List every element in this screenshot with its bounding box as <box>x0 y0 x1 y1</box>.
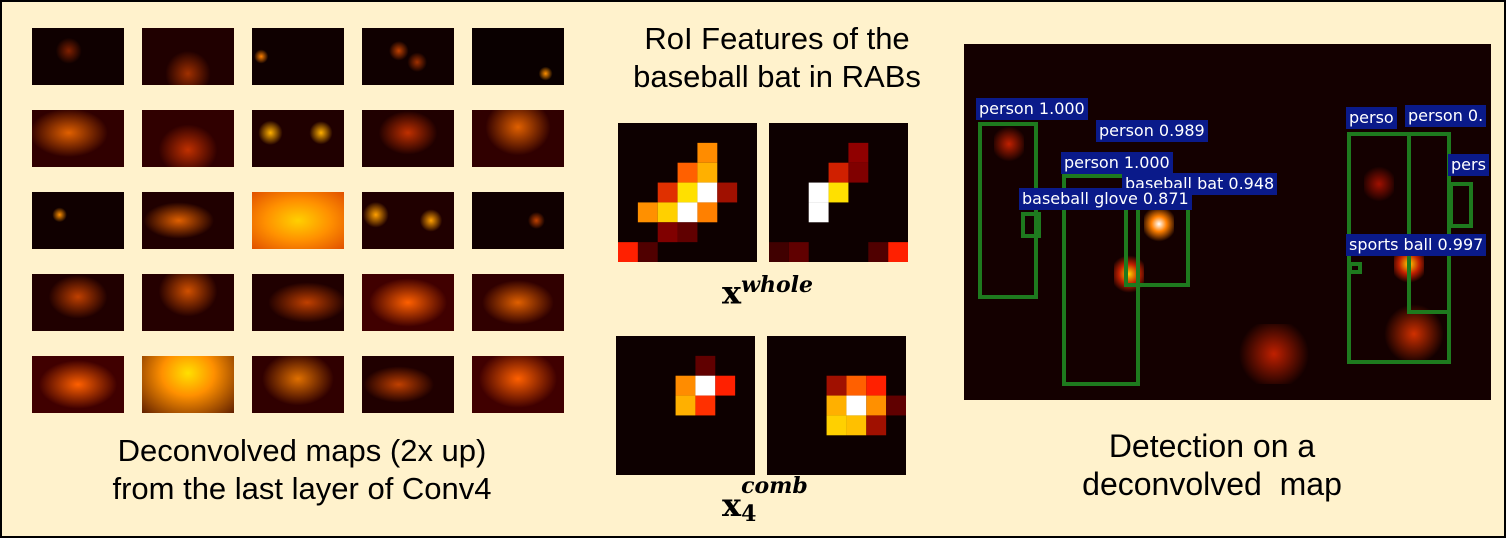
detection-box <box>1348 262 1362 274</box>
deconv-map <box>32 28 124 85</box>
detection-label: person 1.000 <box>1061 152 1173 174</box>
detection-label: baseball glove 0.871 <box>1019 188 1192 210</box>
deconv-map <box>252 110 344 167</box>
deconv-map <box>142 356 234 413</box>
roi-feature-whole-1 <box>618 123 757 262</box>
right-caption: Detection on a deconvolved map <box>992 427 1432 503</box>
detection-map: person 1.000 person 0.989 person 1.000 b… <box>964 44 1491 400</box>
deconv-map <box>362 274 454 331</box>
label-x-whole-base: x <box>722 273 742 312</box>
deconv-map <box>252 356 344 413</box>
deconv-map <box>252 192 344 249</box>
label-x4-comb: x comb 4 <box>722 473 808 527</box>
deconv-map <box>362 110 454 167</box>
middle-title: RoI Features of the baseball bat in RABs <box>592 20 962 96</box>
deconv-map <box>362 356 454 413</box>
deconv-map <box>472 274 564 331</box>
detection-label: perso <box>1346 107 1397 129</box>
deconv-map <box>142 274 234 331</box>
detection-box <box>978 122 1038 299</box>
detection-box <box>1407 132 1451 314</box>
deconv-map <box>362 192 454 249</box>
deconv-map <box>142 28 234 85</box>
deconv-map <box>472 28 564 85</box>
right-caption-line1: Detection on a <box>1108 428 1316 464</box>
deconv-map <box>32 192 124 249</box>
left-caption-line2: from the last layer of Conv4 <box>112 471 492 506</box>
deconv-map <box>142 110 234 167</box>
roi-feature-comb-1 <box>616 336 755 475</box>
deconv-map <box>472 192 564 249</box>
label-x-whole: xwhole <box>722 272 813 312</box>
middle-title-line2: baseball bat in RABs <box>633 59 921 94</box>
detection-label: person 0. <box>1405 105 1487 127</box>
detection-box <box>1062 174 1140 386</box>
detection-label: person 0.989 <box>1096 120 1208 142</box>
deconv-map <box>472 110 564 167</box>
detection-label: person 1.000 <box>976 98 1088 120</box>
deconv-map <box>252 274 344 331</box>
middle-title-line1: RoI Features of the <box>644 21 910 56</box>
detection-box <box>1021 212 1041 238</box>
right-caption-line2: deconvolved map <box>1082 466 1342 502</box>
left-caption: Deconvolved maps (2x up) from the last l… <box>22 432 582 508</box>
detection-box <box>1449 182 1473 228</box>
deconv-map <box>472 356 564 413</box>
deconv-map <box>32 356 124 413</box>
label-x4-comb-sub: 4 <box>741 501 757 527</box>
roi-feature-comb-2 <box>767 336 906 475</box>
detection-label: sports ball 0.997 <box>1346 234 1487 256</box>
deconv-map <box>142 192 234 249</box>
roi-feature-whole-2 <box>769 123 908 262</box>
deconv-map <box>252 28 344 85</box>
label-x4-comb-sup: comb <box>741 473 808 499</box>
left-caption-line1: Deconvolved maps (2x up) <box>117 433 487 468</box>
label-x4-comb-base: x <box>722 486 742 524</box>
label-x-whole-sup: whole <box>741 272 814 298</box>
detection-label: pers <box>1448 154 1489 176</box>
deconv-map <box>32 110 124 167</box>
deconv-map <box>362 28 454 85</box>
deconv-map <box>32 274 124 331</box>
